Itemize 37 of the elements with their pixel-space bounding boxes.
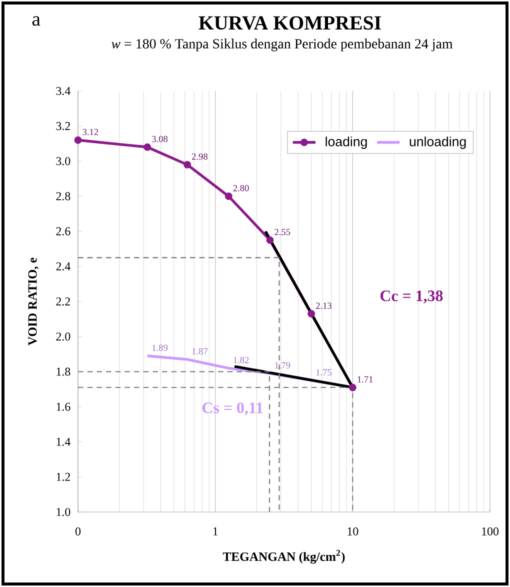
x-tick-label: 1 xyxy=(213,527,218,536)
y-tick-label: 1.8 xyxy=(56,368,70,376)
y-tick-label: 1.6 xyxy=(56,402,70,411)
x-axis-title: TEGANGAN (kg/cm$^{2}$) xyxy=(222,550,345,564)
y-tick-label: 2.4 xyxy=(56,262,70,270)
y-axis-title: VOID RATIO, e xyxy=(28,258,39,346)
data-label: 2.80 xyxy=(233,185,249,192)
x-tick-label: 100 xyxy=(482,527,499,536)
data-label: 1.82 xyxy=(234,356,249,364)
x-tick-label: 10 xyxy=(348,527,358,536)
data-label: 1.75 xyxy=(316,369,332,376)
y-tick-label: 2.6 xyxy=(56,227,70,236)
chart-title: KURVA KOMPRESI xyxy=(198,16,381,30)
data-label: 1.71 xyxy=(358,376,373,383)
data-label: 1.89 xyxy=(152,344,168,351)
y-tick-label: 1.2 xyxy=(56,472,70,481)
x-tick-label: 0 xyxy=(75,527,81,536)
y-tick-label: 2.2 xyxy=(56,297,70,306)
y-tick-label: 3.4 xyxy=(56,86,70,96)
y-tick-label: 2.8 xyxy=(56,192,70,200)
y-tick-label: 1.0 xyxy=(56,508,70,516)
y-tick-label: 3.0 xyxy=(56,157,70,166)
legend-label: unloading xyxy=(410,136,466,149)
y-tick-label: 2.0 xyxy=(56,332,70,341)
legend-label: loading xyxy=(326,136,367,149)
annotation: Cc = 1,38 xyxy=(380,290,443,304)
data-label: 1.79 xyxy=(275,362,290,368)
data-label: 2.55 xyxy=(274,228,290,236)
data-label: 2.13 xyxy=(316,302,332,309)
y-tick-label: 1.4 xyxy=(56,438,70,446)
y-tick-label: 3.2 xyxy=(56,122,70,130)
chart-subtitle: w = 180 % Tanpa Siklus dengan Periode pembebanan 24 jam xyxy=(112,38,453,52)
text: a xyxy=(32,16,40,26)
data-label: 1.87 xyxy=(192,348,208,354)
data-label: 2.98 xyxy=(192,153,208,160)
data-label: 3.12 xyxy=(82,128,98,136)
data-label: 3.08 xyxy=(152,136,168,142)
